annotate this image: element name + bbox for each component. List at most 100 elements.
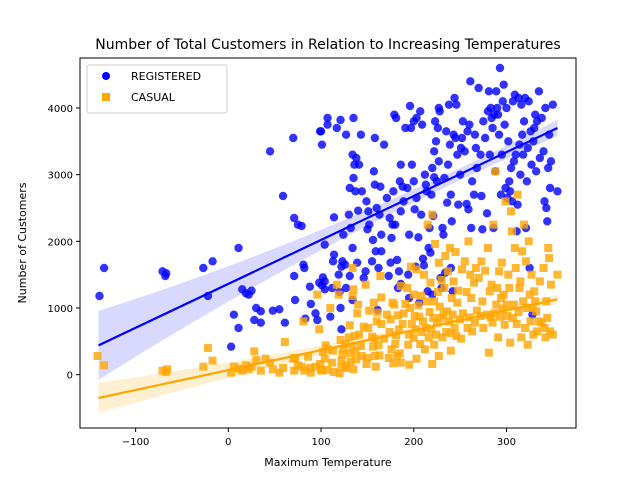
point-registered [353,206,363,215]
point-casual [348,342,357,351]
point-casual [420,345,429,354]
point-casual [371,362,380,371]
point-casual [433,288,442,296]
point-registered [498,97,507,106]
point-casual [444,317,453,326]
point-registered [542,203,551,213]
point-registered [484,87,494,96]
point-registered [443,160,453,169]
point-registered [485,150,494,159]
point-casual [389,359,398,368]
point-registered [438,223,447,233]
point-casual [311,362,320,371]
point-casual [407,320,416,328]
point-casual [370,352,379,360]
point-registered [505,177,514,186]
point-casual [266,358,275,367]
x-tick-label: 200 [404,437,423,448]
point-registered [439,230,448,239]
point-casual [345,349,354,358]
point-casual [488,318,497,327]
point-casual [518,247,527,256]
point-casual [508,227,517,236]
point-casual [492,300,501,309]
point-casual [369,298,378,307]
point-registered [391,113,401,123]
point-casual [227,368,236,377]
point-casual [357,352,366,360]
point-casual [457,265,466,274]
point-registered [377,247,386,256]
point-registered [300,263,309,273]
point-casual [399,309,408,318]
point-casual [466,270,475,279]
point-casual [361,280,370,289]
legend-label-casual: CASUAL [131,91,176,104]
point-registered [517,100,526,109]
point-registered [354,160,364,169]
point-casual [320,354,329,363]
regression-line-casual [98,298,558,400]
point-registered [548,100,558,109]
point-registered [518,130,527,139]
point-casual [442,328,451,336]
point-registered [492,87,501,96]
point-casual [372,317,381,326]
point-casual [299,317,308,326]
point-casual [510,244,519,252]
point-casual [495,267,504,276]
point-registered [527,160,536,169]
point-registered [430,117,440,126]
point-casual [391,340,400,348]
point-casual [438,333,447,342]
point-casual [543,314,552,322]
point-registered [351,187,360,196]
point-casual [368,342,377,351]
plot-frame [79,57,577,429]
point-casual [470,278,479,287]
regression-lines [98,127,558,400]
point-registered [531,110,540,119]
point-registered [329,250,339,259]
point-casual [524,237,533,246]
point-registered [332,123,342,133]
point-casual [261,354,270,363]
point-casual [429,314,438,322]
point-casual [445,244,454,252]
point-casual [525,290,534,299]
point-casual [409,290,418,299]
point-registered [478,225,487,234]
point-casual [507,207,516,216]
point-registered [305,282,315,291]
point-casual [396,358,405,367]
point-casual [348,292,357,300]
point-casual [390,300,399,309]
point-registered [396,160,405,169]
x-tick-label: 0 [225,437,231,448]
point-registered [450,93,459,103]
point-casual [452,332,461,340]
point-casual [305,364,314,372]
point-casual [428,360,437,368]
point-registered [543,163,553,173]
point-registered [376,182,385,191]
point-registered [444,100,454,109]
point-registered [256,318,265,327]
point-registered [370,133,380,143]
point-casual [386,315,395,324]
point-registered [364,207,373,216]
y-tick-label: 2000 [48,237,73,248]
point-registered [162,269,171,278]
point-registered [467,177,477,186]
point-registered [524,97,533,106]
point-casual [516,277,525,286]
point-registered [289,133,298,143]
point-casual [334,290,343,299]
point-registered [289,271,299,281]
point-casual [377,293,386,302]
point-casual [523,340,532,349]
y-axis-ticks: 0 1000 2000 3000 4000 [48,104,80,382]
point-casual [485,287,494,296]
point-registered [391,220,400,229]
point-casual [394,325,403,334]
